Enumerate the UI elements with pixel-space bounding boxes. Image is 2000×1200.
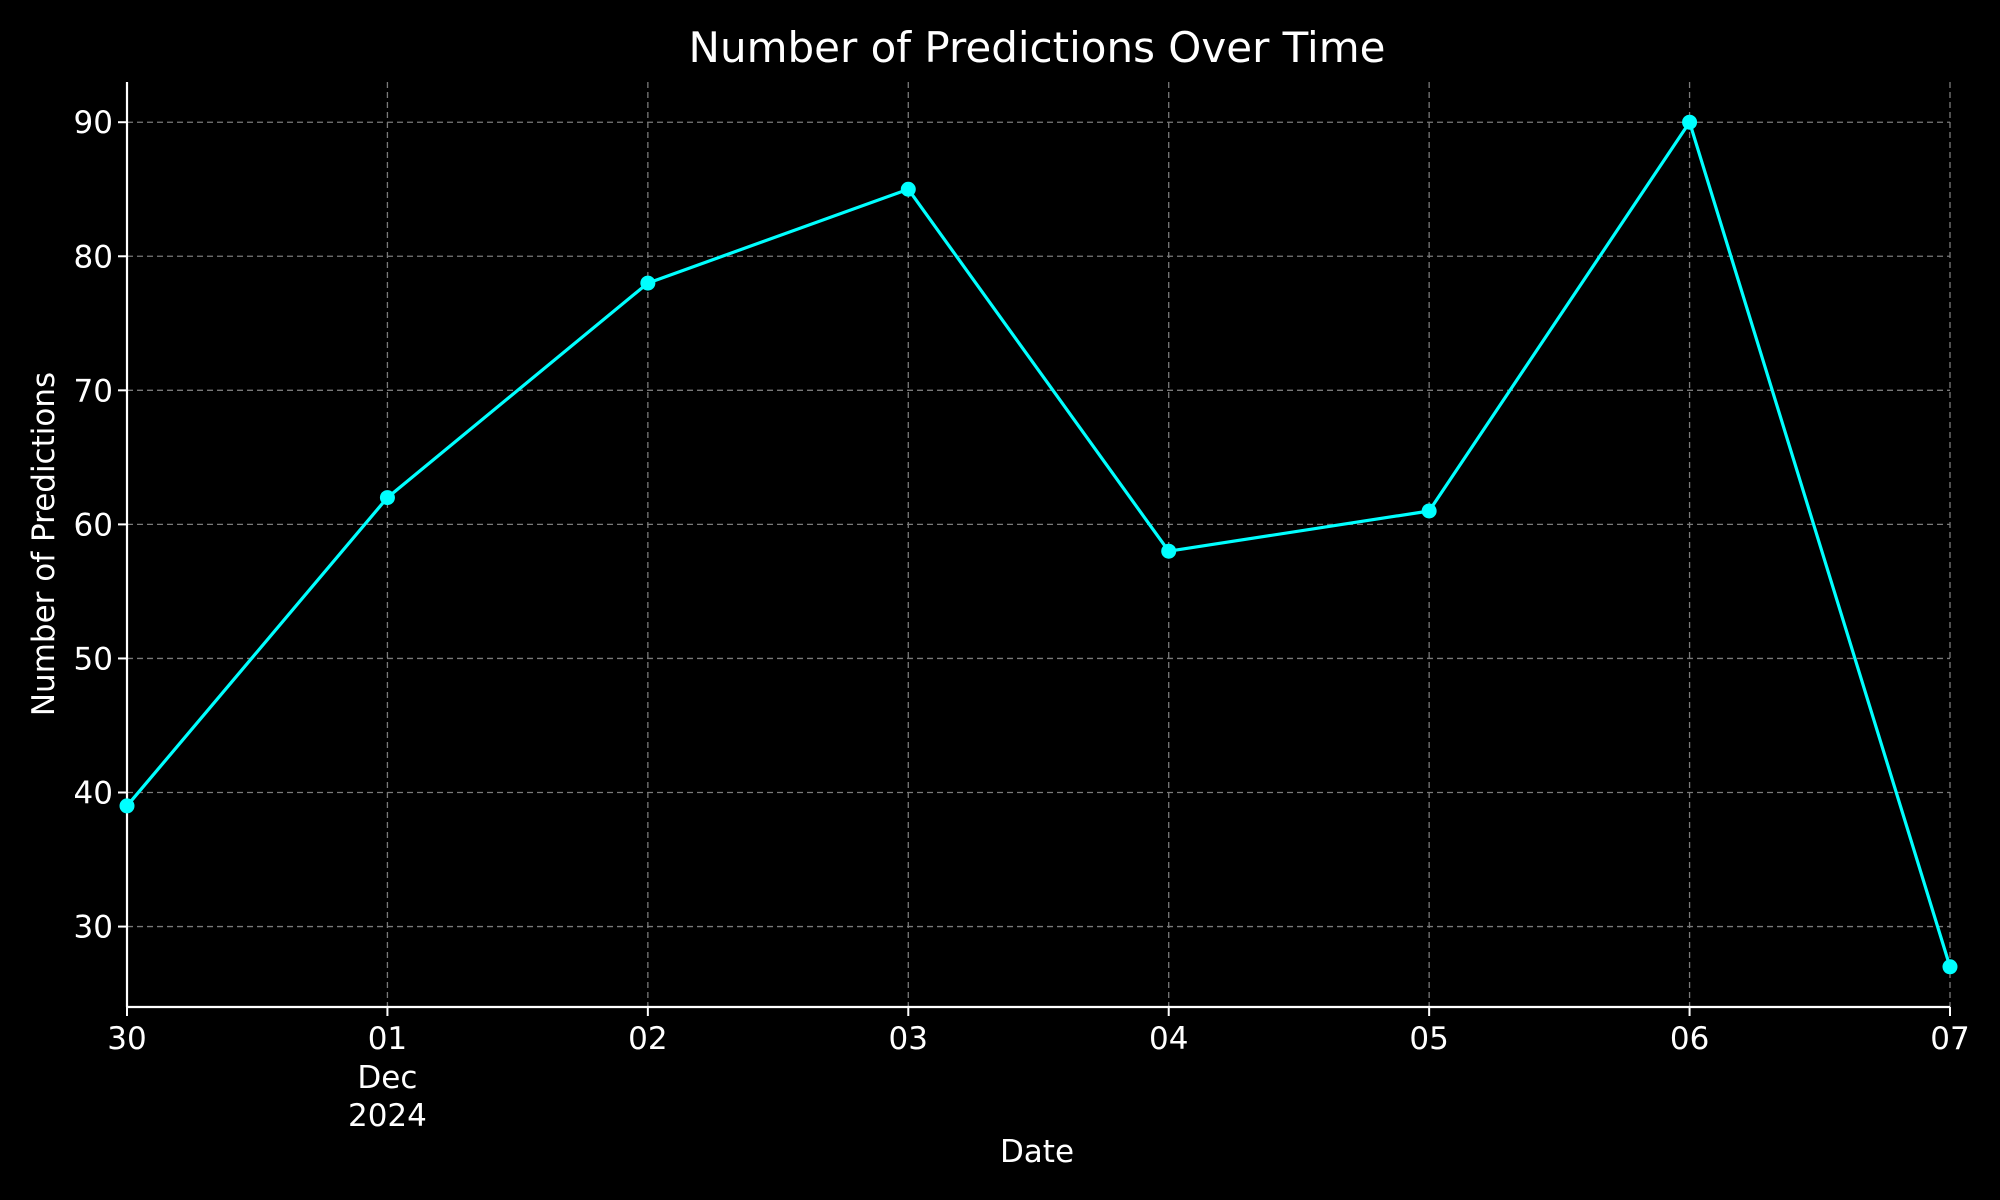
y-tick-label: 70 xyxy=(74,373,113,409)
data-point xyxy=(1942,959,1958,975)
y-axis-label: Number of Predictions xyxy=(26,372,62,716)
y-tick-label: 30 xyxy=(74,910,113,946)
y-tick-label: 60 xyxy=(74,507,113,543)
axes xyxy=(125,82,1950,1009)
x-tick-label: 02 xyxy=(628,1021,667,1057)
x-axis-label: Date xyxy=(1000,1134,1074,1170)
x-tick-label: 07 xyxy=(1930,1021,1969,1057)
x-tick-label: 30 xyxy=(107,1021,146,1057)
series-line xyxy=(125,120,1952,968)
data-point xyxy=(900,181,916,197)
x-tick-sublabel: 2024 xyxy=(348,1098,427,1134)
y-tick-label: 90 xyxy=(74,105,113,141)
x-tick-label: 03 xyxy=(889,1021,928,1057)
grid xyxy=(126,82,1951,1007)
y-axis-ticks: 30 40 50 60 70 80 90 xyxy=(74,105,127,946)
x-tick-label: 06 xyxy=(1670,1021,1709,1057)
data-point xyxy=(119,798,135,814)
y-tick-label: 50 xyxy=(74,641,113,677)
y-tick-label: 40 xyxy=(74,776,113,812)
data-point xyxy=(640,275,656,291)
data-point xyxy=(379,490,395,506)
x-tick-sublabel: Dec xyxy=(357,1060,417,1096)
chart-title: Number of Predictions Over Time xyxy=(689,23,1386,72)
data-point xyxy=(1682,114,1698,130)
y-tick-label: 80 xyxy=(74,239,113,275)
x-tick-label: 05 xyxy=(1409,1021,1448,1057)
x-tick-label: 04 xyxy=(1149,1021,1188,1057)
series xyxy=(119,114,1958,975)
data-point xyxy=(1161,543,1177,559)
data-point xyxy=(1421,503,1437,519)
x-tick-label: 01 xyxy=(368,1021,407,1057)
